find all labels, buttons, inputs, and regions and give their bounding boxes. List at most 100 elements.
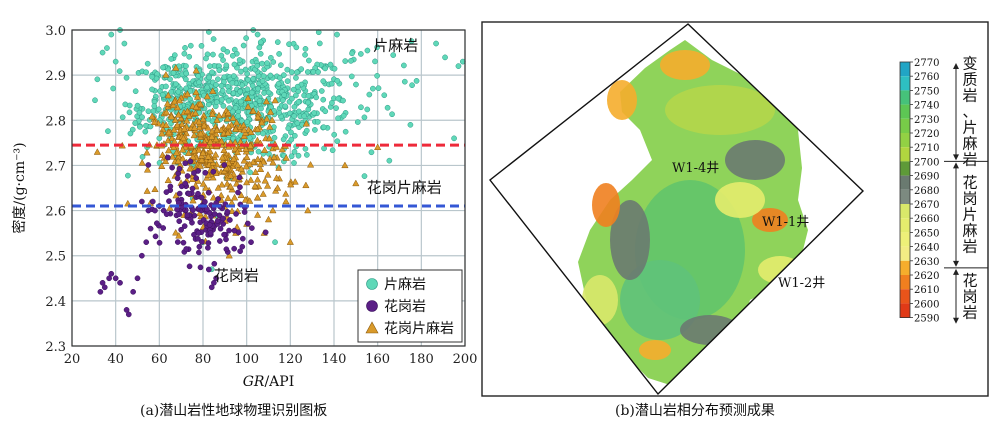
data-point-gneiss-granite bbox=[93, 148, 101, 155]
data-point-gneiss-granite bbox=[217, 191, 225, 199]
data-point-gneiss bbox=[94, 76, 101, 83]
data-point-gneiss-granite bbox=[199, 149, 207, 156]
data-point-gneiss bbox=[242, 66, 249, 73]
data-point-gneiss bbox=[302, 145, 309, 152]
lithology-patch bbox=[665, 85, 775, 135]
data-point-gneiss-granite bbox=[264, 171, 272, 178]
data-point-gneiss-granite bbox=[275, 164, 283, 171]
data-point-granite bbox=[187, 158, 194, 165]
data-point-granite bbox=[211, 211, 218, 217]
well-label: W1-4井 bbox=[672, 161, 719, 176]
data-point-gneiss-granite bbox=[148, 112, 156, 120]
data-point-gneiss-granite bbox=[190, 124, 199, 131]
data-point-gneiss bbox=[313, 94, 320, 101]
data-point-granite bbox=[112, 275, 119, 282]
data-point-gneiss bbox=[229, 52, 236, 59]
lithology-patch bbox=[610, 200, 650, 280]
data-point-gneiss bbox=[218, 52, 225, 59]
data-point-granite bbox=[210, 168, 217, 175]
caption-right: (b)潜山岩相分布预测成果 bbox=[615, 403, 775, 419]
data-point-granite bbox=[169, 164, 175, 171]
data-point-gneiss bbox=[246, 135, 253, 141]
colorbar-tick: 2760 bbox=[914, 72, 939, 83]
colorbar-tick: 2680 bbox=[914, 186, 939, 197]
data-point-granite bbox=[183, 246, 190, 252]
data-point-gneiss bbox=[214, 99, 220, 106]
data-point-gneiss-granite bbox=[189, 196, 197, 204]
data-point-gneiss bbox=[183, 63, 189, 69]
data-point-gneiss bbox=[132, 88, 139, 95]
data-point-gneiss-granite bbox=[306, 160, 315, 168]
data-point-granite bbox=[156, 239, 163, 246]
data-point-gneiss-granite bbox=[209, 87, 217, 94]
data-point-gneiss bbox=[149, 73, 155, 80]
colorbar-cell bbox=[900, 289, 910, 304]
data-point-gneiss bbox=[328, 80, 335, 87]
data-point-gneiss bbox=[340, 112, 347, 119]
well-label: W1-2井 bbox=[778, 276, 825, 291]
data-point-granite bbox=[106, 275, 112, 282]
data-point-gneiss bbox=[205, 29, 212, 35]
colorbar-tick: 2650 bbox=[914, 228, 939, 239]
data-point-gneiss bbox=[276, 51, 282, 57]
data-point-gneiss bbox=[320, 96, 327, 103]
data-point-gneiss bbox=[210, 36, 217, 42]
data-point-gneiss-granite bbox=[170, 126, 178, 133]
x-axis-label: GR/API bbox=[243, 374, 295, 390]
data-point-gneiss-granite bbox=[174, 111, 183, 118]
y-tick-label: 2.9 bbox=[45, 69, 66, 84]
x-tick-label: 120 bbox=[278, 352, 303, 367]
data-point-gneiss-granite bbox=[278, 145, 286, 153]
data-point-granite bbox=[197, 264, 204, 271]
data-point-granite bbox=[204, 206, 210, 213]
data-point-gneiss bbox=[291, 104, 298, 110]
data-point-gneiss bbox=[329, 99, 335, 106]
data-point-gneiss-granite bbox=[192, 103, 200, 110]
data-point-granite bbox=[174, 239, 181, 245]
legend-marker bbox=[366, 300, 378, 312]
data-point-granite bbox=[224, 209, 231, 215]
data-point-gneiss-granite bbox=[282, 154, 290, 161]
data-point-granite bbox=[134, 275, 141, 282]
data-point-gneiss bbox=[150, 108, 157, 114]
data-point-granite bbox=[176, 218, 183, 225]
data-point-gneiss-granite bbox=[223, 115, 231, 122]
data-point-gneiss-granite bbox=[196, 99, 204, 107]
data-point-gneiss bbox=[276, 109, 282, 116]
data-point-gneiss bbox=[295, 99, 302, 105]
data-point-gneiss bbox=[281, 92, 288, 98]
data-point-granite bbox=[205, 244, 211, 251]
data-point-gneiss bbox=[168, 56, 175, 62]
data-point-gneiss-granite bbox=[212, 150, 220, 158]
data-point-granite bbox=[221, 162, 228, 168]
data-point-gneiss-granite bbox=[183, 116, 191, 124]
data-point-gneiss bbox=[334, 138, 341, 145]
colorbar-section-label: 花岗岩 bbox=[962, 271, 977, 321]
data-point-gneiss bbox=[244, 119, 250, 125]
data-point-gneiss bbox=[451, 135, 457, 142]
data-point-gneiss-granite bbox=[150, 118, 159, 126]
data-point-gneiss bbox=[284, 78, 291, 85]
x-tick-label: 40 bbox=[107, 352, 124, 367]
data-point-granite bbox=[205, 266, 212, 273]
data-point-granite bbox=[147, 225, 154, 232]
data-point-gneiss bbox=[256, 98, 263, 104]
data-point-gneiss bbox=[348, 58, 354, 64]
data-point-gneiss bbox=[186, 53, 193, 60]
data-point-gneiss-granite bbox=[272, 174, 281, 181]
y-axis-label: 密度/(g·cm⁻³) bbox=[11, 142, 28, 233]
data-point-gneiss bbox=[206, 63, 213, 70]
data-point-gneiss-granite bbox=[266, 123, 274, 130]
data-point-gneiss bbox=[219, 87, 226, 94]
data-point-gneiss bbox=[183, 76, 189, 83]
data-point-gneiss-granite bbox=[241, 129, 250, 136]
data-point-gneiss-granite bbox=[304, 206, 312, 214]
data-point-gneiss-granite bbox=[260, 146, 269, 153]
data-point-gneiss bbox=[408, 38, 415, 44]
data-point-gneiss-granite bbox=[271, 96, 279, 104]
data-point-gneiss-granite bbox=[213, 116, 221, 123]
data-point-gneiss-granite bbox=[282, 197, 290, 205]
colorbar-tick: 2700 bbox=[914, 157, 939, 168]
data-point-gneiss bbox=[295, 152, 302, 159]
data-point-gneiss-granite bbox=[179, 134, 188, 142]
